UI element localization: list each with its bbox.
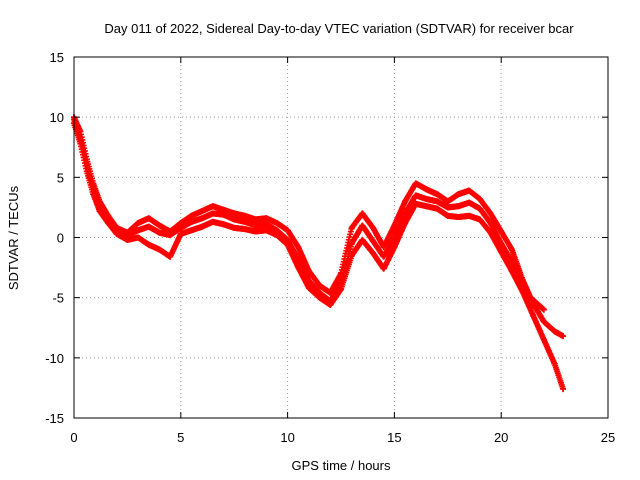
series-track-2 [71, 116, 567, 393]
x-tick-label: 15 [387, 430, 401, 445]
x-tick-label: 10 [280, 430, 294, 445]
y-tick-label: 5 [57, 170, 64, 185]
data-points [71, 114, 567, 393]
y-tick-label: -10 [45, 351, 64, 366]
grid [74, 57, 608, 418]
chart-title: Day 011 of 2022, Sidereal Day-to-day VTE… [104, 21, 574, 36]
x-tick-label: 25 [601, 430, 615, 445]
x-tick-label: 5 [177, 430, 184, 445]
marker [559, 333, 566, 340]
x-tick-label: 0 [70, 430, 77, 445]
y-tick-label: -15 [45, 411, 64, 426]
y-tick-label: 15 [50, 50, 64, 65]
x-axis-label: GPS time / hours [292, 458, 391, 473]
x-tick-label: 20 [494, 430, 508, 445]
marker [559, 385, 566, 392]
y-tick-label: 10 [50, 110, 64, 125]
y-tick-label: -5 [52, 291, 64, 306]
axis-ticks: 0 5 10 15 20 25 -15 -10 -5 0 5 10 15 [45, 50, 615, 445]
y-tick-label: 0 [57, 231, 64, 246]
series-track-3 [71, 120, 547, 313]
marker [540, 306, 547, 313]
y-axis-label: SDTVAR / TECUs [6, 185, 21, 290]
